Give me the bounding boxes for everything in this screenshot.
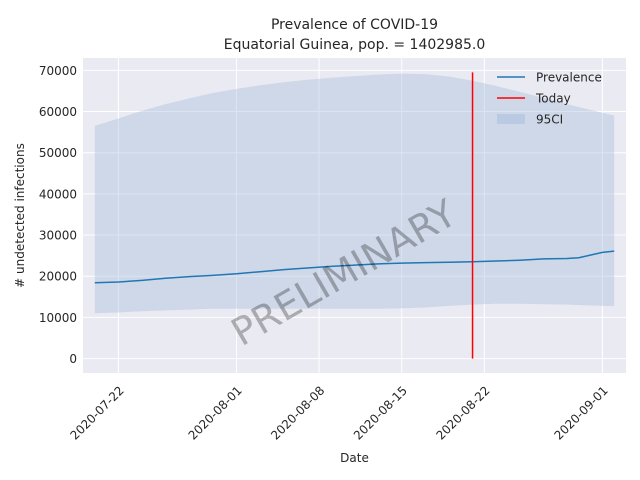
plot-background: [83, 58, 626, 373]
legend: Prevalence Today 95CI: [497, 71, 602, 127]
y-tick-label: 60000: [39, 105, 77, 119]
y-tick-labels: 0 10000 20000 30000 40000 50000 60000 70000: [39, 64, 77, 366]
grid: [83, 58, 626, 373]
y-axis-label: # undetected infections: [13, 143, 27, 288]
ci-band: [94, 73, 615, 314]
y-tick-label: 0: [69, 352, 77, 366]
x-tick-label: 2020-08-15: [351, 383, 410, 442]
y-tick-label: 50000: [39, 146, 77, 160]
x-tick-label: 2020-07-22: [68, 383, 127, 442]
y-tick-label: 30000: [39, 229, 77, 243]
y-tick-label: 20000: [39, 270, 77, 284]
legend-item: Today: [497, 92, 571, 106]
x-tick-label: 2020-08-22: [433, 383, 492, 442]
legend-label: Today: [535, 92, 571, 106]
series-line-prevalence: [94, 250, 615, 284]
y-tick-label: 10000: [39, 311, 77, 325]
x-tick-label: 2020-09-01: [552, 383, 611, 442]
legend-item: 95CI: [497, 113, 563, 127]
chart-title: Prevalence of COVID-19: [271, 17, 438, 33]
legend-label: 95CI: [536, 113, 563, 127]
legend-swatch: [497, 114, 525, 124]
x-tick-label: 2020-08-01: [186, 383, 245, 442]
x-tick-labels: 2020-07-22 2020-08-01 2020-08-08 2020-08-15…: [68, 383, 611, 442]
x-axis-label: Date: [340, 451, 369, 465]
legend-item: Prevalence: [497, 71, 602, 85]
x-tick-label: 2020-08-08: [268, 383, 327, 442]
y-tick-label: 70000: [39, 64, 77, 78]
y-tick-label: 40000: [39, 187, 77, 201]
chart-subtitle: Equatorial Guinea, pop. = 1402985.0: [224, 37, 486, 53]
legend-label: Prevalence: [536, 71, 602, 85]
